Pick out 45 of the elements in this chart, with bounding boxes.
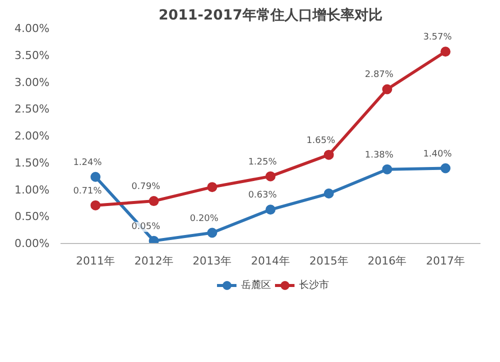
y-tick-label: 0.00% — [14, 237, 50, 250]
data-label: 0.05% — [132, 222, 161, 232]
x-tick-label: 2016年 — [368, 254, 407, 268]
point — [382, 164, 392, 174]
y-tick-label: 1.00% — [14, 183, 50, 196]
legend-label: 岳麓区 — [241, 278, 271, 292]
point — [266, 171, 276, 182]
x-tick-label: 2013年 — [192, 254, 232, 268]
point — [324, 150, 334, 160]
point — [148, 196, 159, 206]
y-tick-label: 3.00% — [14, 76, 50, 89]
data-label: 3.57% — [423, 32, 452, 43]
x-tick-label: 2017年 — [426, 254, 466, 268]
x-tick-label: 2011年 — [76, 254, 116, 268]
point — [90, 200, 100, 210]
data-label: 1.38% — [364, 150, 394, 160]
data-label: 2.87% — [364, 70, 394, 80]
y-tick-label: 3.50% — [14, 48, 50, 62]
point — [440, 46, 450, 57]
x-tick-label: 2015年 — [309, 254, 348, 268]
data-label: 0.71% — [73, 186, 102, 196]
point — [266, 204, 276, 215]
point — [382, 84, 392, 94]
y-tick-label: 2.50% — [14, 102, 50, 116]
point — [440, 163, 450, 174]
data-label: 1.24% — [73, 158, 102, 168]
y-tick-label: 4.00% — [14, 22, 50, 35]
y-tick-label: 2.00% — [14, 130, 50, 142]
point — [148, 236, 159, 244]
x-tick-label: 2012年 — [134, 254, 174, 268]
point — [324, 188, 334, 199]
chart-title: 2011-2017年常住人口增长率对比 — [158, 6, 382, 24]
point — [90, 172, 100, 182]
legend-label: 长沙市 — [299, 278, 329, 292]
y-tick-label: 0.50% — [14, 210, 50, 224]
data-label: 1.40% — [423, 149, 452, 160]
data-label: 0.63% — [248, 190, 278, 201]
data-label: 1.65% — [306, 136, 336, 146]
x-tick-label: 2014年 — [251, 254, 290, 268]
point — [207, 182, 218, 192]
data-label: 0.79% — [132, 182, 161, 192]
point — [207, 228, 218, 238]
data-label: 1.25% — [248, 157, 278, 168]
data-label: 0.20% — [190, 214, 219, 224]
y-tick-label: 1.50% — [14, 156, 50, 170]
